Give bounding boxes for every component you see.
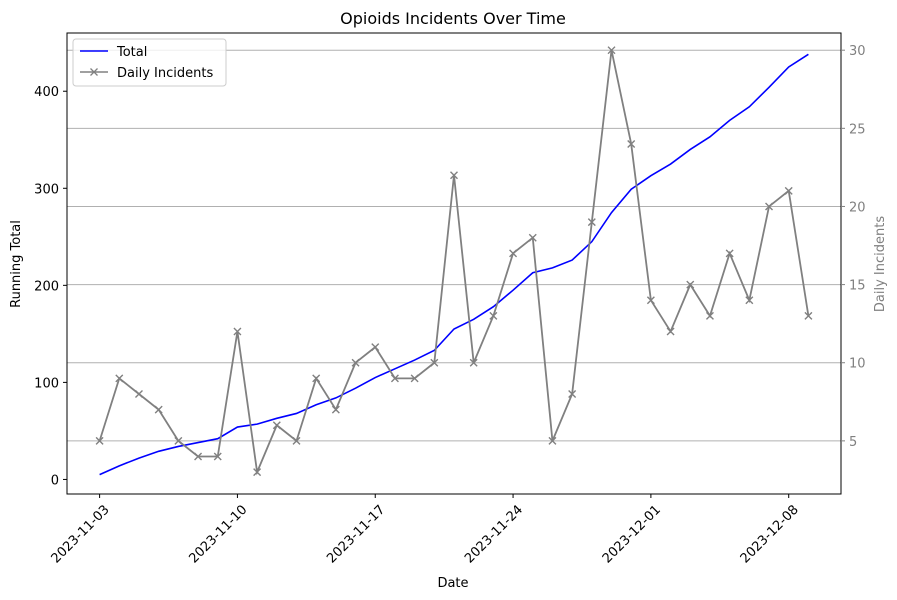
point-daily-incidents [627, 139, 636, 148]
point-daily-incidents [154, 405, 163, 414]
point-daily-incidents [134, 389, 143, 398]
point-daily-incidents [587, 218, 596, 227]
series-total [99, 53, 809, 476]
point-daily-incidents [331, 405, 340, 414]
point-daily-incidents [95, 436, 104, 445]
y-axis-left-ticks: 0 100 200 300 400 [34, 85, 67, 488]
point-daily-incidents [272, 421, 281, 430]
plot-frame [66, 32, 842, 495]
point-daily-incidents [528, 233, 537, 242]
y2-tick-label: 25 [849, 122, 866, 137]
series-daily-incidents [95, 46, 813, 477]
point-daily-incidents [568, 389, 577, 398]
y-tick-label: 400 [34, 85, 59, 100]
point-daily-incidents [509, 249, 518, 258]
line-total [99, 53, 809, 476]
y2-tick-label: 20 [849, 200, 866, 215]
point-daily-incidents [194, 452, 203, 461]
point-daily-incidents [312, 374, 321, 383]
y2-tick-label: 10 [849, 357, 866, 372]
legend-label-total: Total [116, 45, 147, 60]
point-daily-incidents [804, 311, 813, 320]
point-daily-incidents [450, 171, 458, 180]
point-daily-incidents [745, 296, 754, 305]
y2-tick-label: 5 [849, 435, 857, 450]
point-daily-incidents [765, 202, 774, 211]
point-daily-incidents [469, 358, 478, 367]
point-daily-incidents [646, 296, 655, 305]
legend-marker-daily-incidents [90, 68, 98, 76]
point-daily-incidents [607, 46, 616, 55]
y2-tick-label: 30 [849, 44, 866, 59]
legend-box [72, 38, 227, 87]
y-axis-left-title: Running Total [9, 220, 24, 308]
point-daily-incidents [784, 186, 793, 195]
point-daily-incidents [253, 468, 262, 477]
legend-label-daily-incidents: Daily Incidents [117, 66, 213, 81]
y-axis-right-title: Daily Incidents [873, 216, 888, 312]
point-daily-incidents [292, 436, 301, 445]
point-daily-incidents [666, 327, 675, 336]
y-axis-right-ticks: 5 10 15 20 25 30 [841, 44, 866, 450]
point-daily-incidents [430, 358, 439, 367]
x-axis-title: Date [437, 576, 468, 591]
point-daily-incidents [686, 280, 695, 289]
point-daily-incidents [115, 374, 124, 383]
point-daily-incidents [410, 374, 419, 383]
point-daily-incidents [548, 436, 557, 445]
point-daily-incidents [213, 452, 222, 461]
y2-tick-label: 15 [849, 279, 866, 294]
point-daily-incidents [390, 374, 399, 383]
y-tick-label: 200 [34, 279, 59, 294]
point-daily-incidents [705, 311, 714, 320]
point-daily-incidents [174, 436, 183, 445]
point-daily-incidents [351, 358, 360, 367]
point-daily-incidents [725, 249, 734, 258]
chart-title: Opioids Incidents Over Time [340, 9, 566, 28]
y-tick-label: 100 [34, 376, 59, 391]
point-daily-incidents [489, 311, 498, 320]
point-daily-incidents [371, 343, 380, 352]
point-daily-incidents [233, 327, 242, 336]
y-tick-label: 0 [51, 473, 59, 488]
y-tick-label: 300 [34, 182, 59, 197]
legend: Total Daily Incidents [72, 38, 227, 87]
